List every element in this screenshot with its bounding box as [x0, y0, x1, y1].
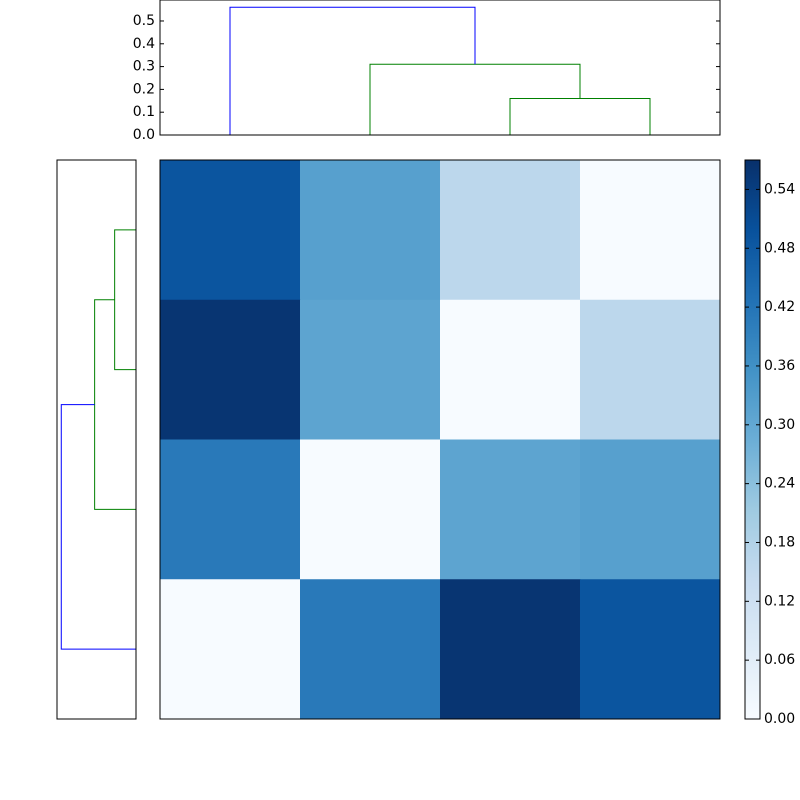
- heatmap-cell: [440, 160, 581, 301]
- heatmap-cell: [440, 299, 581, 440]
- y-tick-label: 0.4: [133, 36, 155, 52]
- colorbar-tick-label: 0.36: [764, 358, 795, 374]
- colorbar-tick-label: 0.00: [764, 711, 795, 727]
- heatmap-cell: [580, 160, 721, 301]
- y-tick-label: 0.5: [133, 13, 155, 29]
- colorbar-tick-label: 0.30: [764, 417, 795, 433]
- dendrogram-link: [114, 229, 136, 371]
- heatmap-frame: [159, 159, 721, 720]
- colorbar-tick-label: 0.54: [764, 181, 795, 197]
- colorbar-tick-label: 0.12: [764, 593, 795, 609]
- y-tick-label: 0.2: [133, 81, 155, 97]
- colorbar-tick-label: 0.48: [764, 240, 795, 256]
- heatmap-cell: [160, 160, 301, 301]
- colorbar-frame: [744, 159, 761, 720]
- colorbar: [745, 160, 760, 719]
- heatmap-cell: [160, 299, 301, 440]
- heatmap-cell: [440, 439, 581, 580]
- dendrogram-link: [94, 299, 136, 510]
- dendrogram-link: [60, 404, 136, 650]
- y-tick-label: 0.1: [133, 104, 155, 120]
- heatmap-cell: [440, 579, 581, 720]
- heatmap-cell: [580, 439, 721, 580]
- dendrogram-frame: [159, 0, 721, 136]
- colorbar-tick-label: 0.24: [764, 476, 795, 492]
- dendrogram-link: [509, 98, 651, 135]
- y-tick-label: 0.0: [133, 127, 155, 143]
- heatmap-cell: [580, 579, 721, 720]
- colorbar-tick-label: 0.18: [764, 534, 795, 550]
- heatmap-cell: [160, 579, 301, 720]
- heatmap-cell: [300, 439, 441, 580]
- heatmap-cell: [300, 579, 441, 720]
- dendrogram-frame: [56, 159, 137, 720]
- heatmap-cell: [160, 439, 301, 580]
- dendrogram-link: [229, 6, 476, 135]
- y-tick-label: 0.3: [133, 59, 155, 75]
- colorbar-tick-label: 0.42: [764, 299, 795, 315]
- colorbar-tick-label: 0.06: [764, 652, 795, 668]
- heatmap-cell: [580, 299, 721, 440]
- heatmap-cell: [300, 160, 441, 301]
- heatmap-cell: [300, 299, 441, 440]
- dendrogram-link: [369, 63, 581, 135]
